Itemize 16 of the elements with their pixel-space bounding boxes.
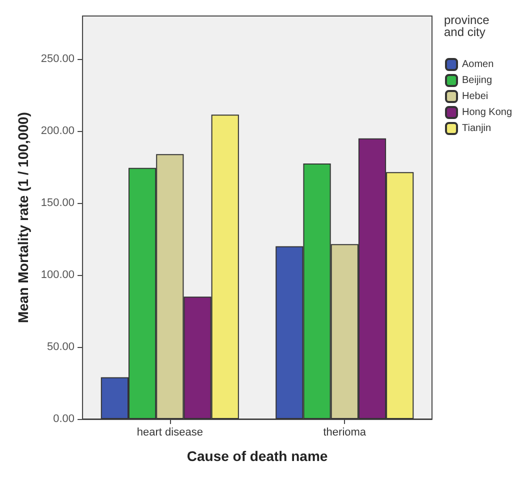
legend-label: Aomen bbox=[462, 59, 494, 70]
legend-label: Tianjin bbox=[462, 123, 492, 134]
legend-label: Beijing bbox=[462, 75, 492, 86]
y-tick-label: 0.00 bbox=[53, 413, 75, 425]
legend-label: Hong Kong bbox=[462, 107, 512, 118]
y-tick-label: 50.00 bbox=[47, 341, 75, 354]
x-tick-label: therioma bbox=[323, 426, 367, 438]
y-tick-label: 200.00 bbox=[40, 125, 75, 138]
y-tick-label: 100.00 bbox=[40, 269, 75, 282]
x-tick-label: heart disease bbox=[136, 426, 203, 438]
legend-label: Hebei bbox=[462, 91, 488, 102]
x-axis-title: Cause of death name bbox=[186, 448, 328, 464]
y-axis-title: Mean Mortality rate (1 / 100,000) bbox=[15, 112, 31, 323]
y-tick-label: 250.00 bbox=[40, 53, 75, 66]
legend-title: province and city bbox=[444, 13, 490, 39]
y-tick-label: 150.00 bbox=[40, 197, 75, 210]
